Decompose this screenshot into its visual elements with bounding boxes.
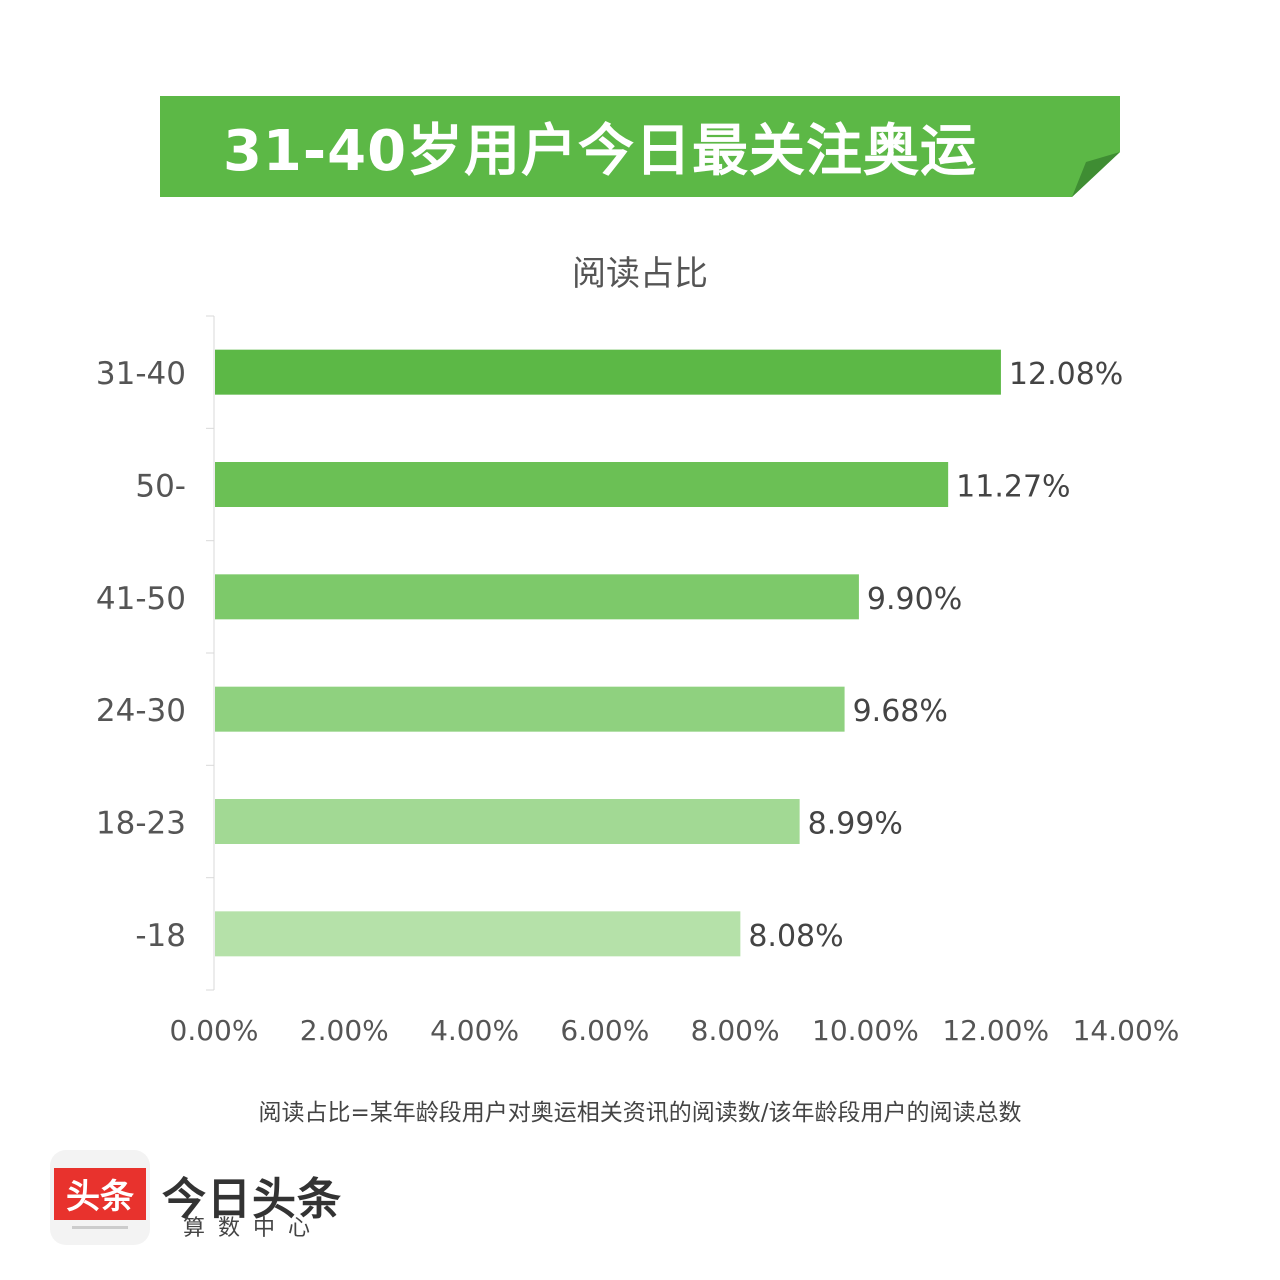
data-label: 8.99% xyxy=(808,807,903,842)
category-label: 41-50 xyxy=(96,581,186,617)
x-tick-label: 10.00% xyxy=(812,1014,919,1047)
toutiao-logo-icon: 头条 xyxy=(50,1150,150,1245)
x-tick-label: 0.00% xyxy=(170,1014,259,1047)
banner-title: 31-40岁用户今日最关注奥运 xyxy=(222,119,978,184)
title-banner: 31-40岁用户今日最关注奥运 xyxy=(160,96,1120,197)
footnote: 阅读占比=某年龄段用户对奥运相关资讯的阅读数/该年龄段用户的阅读总数 xyxy=(258,1100,1022,1126)
bar xyxy=(215,686,845,732)
category-label: -18 xyxy=(135,918,186,954)
category-label: 50- xyxy=(135,469,186,505)
data-label: 9.90% xyxy=(867,582,962,617)
bar xyxy=(215,799,800,844)
x-tick-label: 6.00% xyxy=(560,1014,649,1047)
x-tick-label: 12.00% xyxy=(942,1014,1049,1047)
x-tick-label: 4.00% xyxy=(430,1014,519,1047)
bar-chart: 31-40 12.08% 50- 11.27% 41-50 9.90% 24-30 9.68%… xyxy=(96,315,1180,1047)
bar xyxy=(215,911,741,957)
logo-name: 今日头条 xyxy=(162,1174,342,1225)
x-tick-label: 8.00% xyxy=(691,1014,780,1047)
chart-title: 阅读占比 xyxy=(572,254,708,294)
bar xyxy=(215,349,1001,395)
category-label: 24-30 xyxy=(96,693,186,729)
x-tick-label: 2.00% xyxy=(300,1014,389,1047)
logo-icon-text: 头条 xyxy=(66,1177,134,1217)
banner-ribbon xyxy=(160,96,1120,197)
data-label: 11.27% xyxy=(956,470,1070,505)
data-label: 8.08% xyxy=(748,919,843,954)
logo-subtitle: 算数中心 xyxy=(183,1216,324,1241)
x-tick-label: 14.00% xyxy=(1073,1014,1180,1047)
category-label: 31-40 xyxy=(96,356,186,392)
data-label: 12.08% xyxy=(1009,357,1123,392)
data-label: 9.68% xyxy=(853,694,948,729)
bar xyxy=(215,574,859,620)
bar xyxy=(215,462,949,507)
category-label: 18-23 xyxy=(96,806,186,842)
